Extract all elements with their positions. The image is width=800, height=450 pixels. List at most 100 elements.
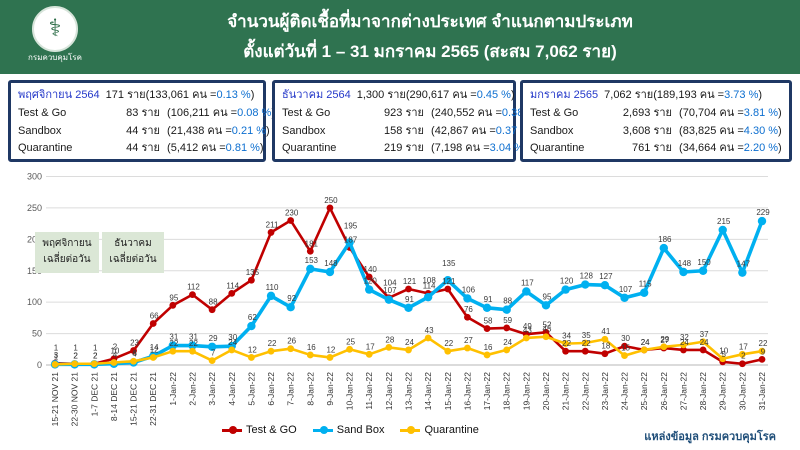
legend-label: Quarantine: [424, 424, 479, 436]
legend-item-sand-box: Sand Box: [312, 424, 385, 436]
data-point: [208, 357, 216, 365]
paren: ): [510, 89, 515, 101]
stat-row-detail: (5,412 คน =: [164, 142, 226, 155]
data-point: [738, 360, 746, 368]
data-point: [169, 347, 177, 355]
stat-month-percent: 0.45 %: [476, 89, 511, 101]
data-label: 30: [621, 334, 630, 343]
data-point: [365, 350, 373, 358]
stat-row-cases: 83 ราย: [126, 106, 160, 119]
data-label: 16: [484, 343, 493, 352]
data-label: 22: [169, 339, 178, 348]
stat-box-title-row: มกราคม 2565 7,062 ราย (189,193 คน = 3.73 …: [530, 87, 782, 105]
data-point: [365, 285, 374, 294]
data-point: [698, 266, 708, 275]
page-title: จำนวนผู้ติดเชื้อที่มาจากต่างประเทศ จำแนก…: [100, 7, 760, 67]
x-axis-tick-label: 15-21 DEC 21: [129, 372, 139, 426]
data-label: 1: [73, 343, 78, 352]
data-label: 30: [228, 333, 237, 342]
y-axis-tick-label: 250: [27, 203, 42, 213]
data-point: [522, 334, 530, 342]
stat-row-label: Sandbox: [530, 124, 574, 137]
data-point: [306, 247, 314, 255]
data-label: 229: [756, 208, 770, 217]
paren: ): [758, 89, 763, 101]
stat-month-detail: (189,193 คน =: [653, 89, 725, 101]
data-point: [188, 341, 197, 350]
x-axis-tick-label: 2-Jan-22: [187, 372, 197, 406]
data-point: [384, 295, 394, 304]
data-label: 27: [660, 336, 669, 345]
legend-label: Sand Box: [336, 424, 385, 436]
data-label: 22: [582, 339, 591, 348]
stat-row-label: Test & Go: [18, 106, 67, 119]
x-axis-tick-label: 15-Jan-22: [443, 372, 453, 411]
data-label: 1: [54, 343, 59, 352]
title-line-1: จำนวนผู้ติดเชื้อที่มาจากต่างประเทศ จำแนก…: [227, 12, 633, 31]
stat-box-january: มกราคม 2565 7,062 ราย (189,193 คน = 3.73 …: [520, 80, 792, 162]
stat-row-percent: 3.81 %: [743, 106, 779, 119]
stat-row-detail: (7,198 คน =: [428, 142, 490, 155]
legend-dot-marker: [319, 426, 328, 434]
x-axis-tick-label: 26-Jan-22: [659, 372, 669, 411]
data-point: [562, 347, 570, 355]
stat-box-december: ธันวาคม 2564 1,300 ราย (290,617 คน = 0.45…: [272, 80, 540, 162]
annotation-line: เฉลี่ยต่อวัน: [43, 253, 91, 265]
data-point: [405, 346, 412, 354]
data-point: [228, 289, 236, 297]
x-axis-tick-label: 23-Jan-22: [600, 372, 610, 411]
stat-month-cases: 1,300 ราย: [356, 89, 406, 101]
data-point: [149, 354, 157, 361]
data-label: 2: [113, 343, 118, 352]
stat-row-label: Test & Go: [282, 106, 331, 119]
data-label: 23: [130, 339, 139, 348]
stat-row-percent: 0.21 %: [231, 124, 267, 137]
data-label: 22: [759, 339, 768, 348]
data-label: 4: [113, 350, 118, 359]
legend-item-test-and-go: Test & GO: [222, 424, 297, 436]
y-axis-tick-label: 150: [27, 266, 42, 276]
data-point: [502, 305, 511, 314]
x-axis-tick-label: 31-Jan-22: [757, 372, 767, 411]
data-point: [110, 359, 118, 366]
stat-row-detail: (21,438 คน =: [164, 124, 232, 137]
stat-row-cases: 761 ราย: [632, 142, 672, 155]
data-label: 91: [484, 295, 493, 304]
stat-box-row: Quarantine 44 ราย (5,412 คน = 0.81 %): [18, 140, 264, 158]
data-point: [444, 285, 452, 293]
stat-row-detail: (83,825 คน =: [676, 124, 744, 137]
x-axis-tick-label: 25-Jan-22: [639, 372, 649, 411]
data-label: 110: [266, 283, 279, 292]
annotation-line: ธันวาคม: [114, 238, 152, 249]
stat-box-title-row: ธันวาคม 2564 1,300 ราย (290,617 คน = 0.45…: [282, 87, 515, 105]
data-label: 24: [641, 338, 650, 347]
data-point: [189, 291, 196, 299]
data-label: 24: [228, 338, 237, 347]
data-point: [306, 264, 315, 274]
data-point: [247, 354, 255, 361]
data-label: 107: [383, 286, 397, 295]
stat-row-detail: (34,664 คน =: [676, 142, 744, 155]
data-point: [405, 285, 412, 293]
data-label: 18: [601, 342, 610, 351]
data-point: [228, 346, 236, 354]
data-point: [130, 347, 137, 354]
legend-dot-marker: [229, 426, 237, 434]
data-point: [130, 357, 137, 365]
data-label: 91: [405, 295, 414, 304]
data-label: 120: [364, 277, 378, 286]
stat-row-cases: 158 ราย: [384, 124, 424, 137]
data-label: 31: [169, 333, 178, 342]
data-label: 95: [543, 292, 552, 301]
data-point: [680, 346, 687, 354]
stat-month-cases: 7,062 ราย: [604, 89, 654, 101]
data-point: [424, 334, 432, 342]
data-point: [758, 347, 766, 355]
data-label: 24: [641, 338, 650, 347]
data-label: 12: [150, 345, 159, 354]
data-point: [287, 217, 295, 224]
